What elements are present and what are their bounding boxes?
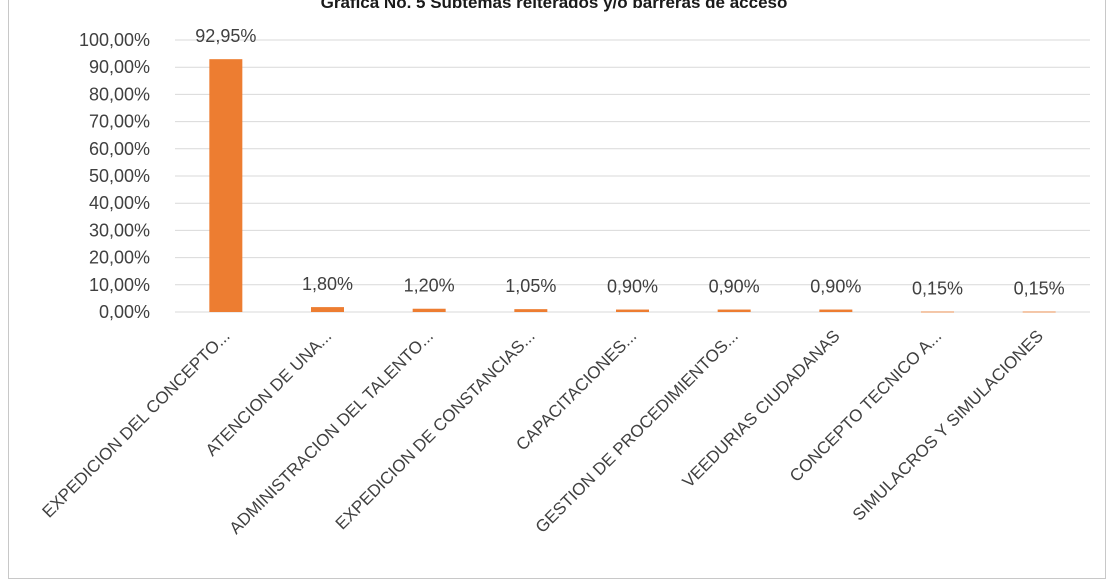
data-label: 0,90% [810, 277, 861, 297]
chart-frame [8, 0, 1106, 579]
y-axis-ticks: 0,00% 10,00% 20,00% 30,00% 40,00% 50,00% 60,00… [79, 30, 150, 322]
y-tick-label: 10,00% [89, 275, 150, 295]
data-label: 0,90% [607, 277, 658, 297]
y-tick-label: 50,00% [89, 166, 150, 186]
bar [412, 308, 446, 312]
bar [921, 311, 954, 313]
chart-title: Grafica No. 5 Subtemas reiterados y/o ba… [320, 0, 788, 12]
data-label: 0,15% [912, 279, 963, 299]
y-tick-label: 40,00% [89, 193, 150, 213]
bar [311, 307, 344, 312]
data-label: 1,05% [505, 276, 556, 296]
y-tick-label: 90,00% [89, 57, 150, 77]
y-tick-label: 100,00% [79, 30, 150, 50]
x-tick-label: SIMULACROS Y SIMULACIONES [849, 326, 1047, 524]
y-tick-label: 60,00% [89, 139, 150, 159]
data-label: 0,15% [1014, 279, 1065, 299]
data-label: 0,90% [709, 277, 760, 297]
x-tick-label: EXPEDICION DEL CONCEPTO... [39, 326, 234, 521]
y-tick-label: 30,00% [89, 220, 150, 240]
x-tick-label: EXPEDICION DE CONSTANCIAS... [332, 326, 539, 533]
y-tick-label: 20,00% [89, 248, 150, 268]
y-tick-label: 0,00% [99, 302, 150, 322]
y-tick-label: 70,00% [89, 112, 150, 132]
y-tick-label: 80,00% [89, 84, 150, 104]
x-tick-label: ADMINISTRACION DEL TALENTO... [226, 326, 437, 537]
gridlines [175, 39, 1090, 313]
bar [616, 309, 649, 312]
x-axis-ticks: EXPEDICION DEL CONCEPTO...ATENCION DE UN… [39, 326, 1047, 537]
data-labels: 92,95% 1,80% 1,20% 1,05% 0,90% 0,90% 0,90% 0,15… [195, 26, 1064, 298]
data-label: 1,80% [302, 274, 353, 294]
bar [514, 309, 548, 312]
bar [209, 59, 243, 313]
bar [1022, 311, 1056, 313]
data-label: 1,20% [404, 276, 455, 296]
x-tick-label: GESTION DE PROCEDIMIENTOS... [532, 326, 742, 536]
bars [209, 59, 1056, 313]
data-label: 92,95% [195, 26, 256, 46]
bar [717, 309, 751, 312]
bar [819, 309, 853, 312]
